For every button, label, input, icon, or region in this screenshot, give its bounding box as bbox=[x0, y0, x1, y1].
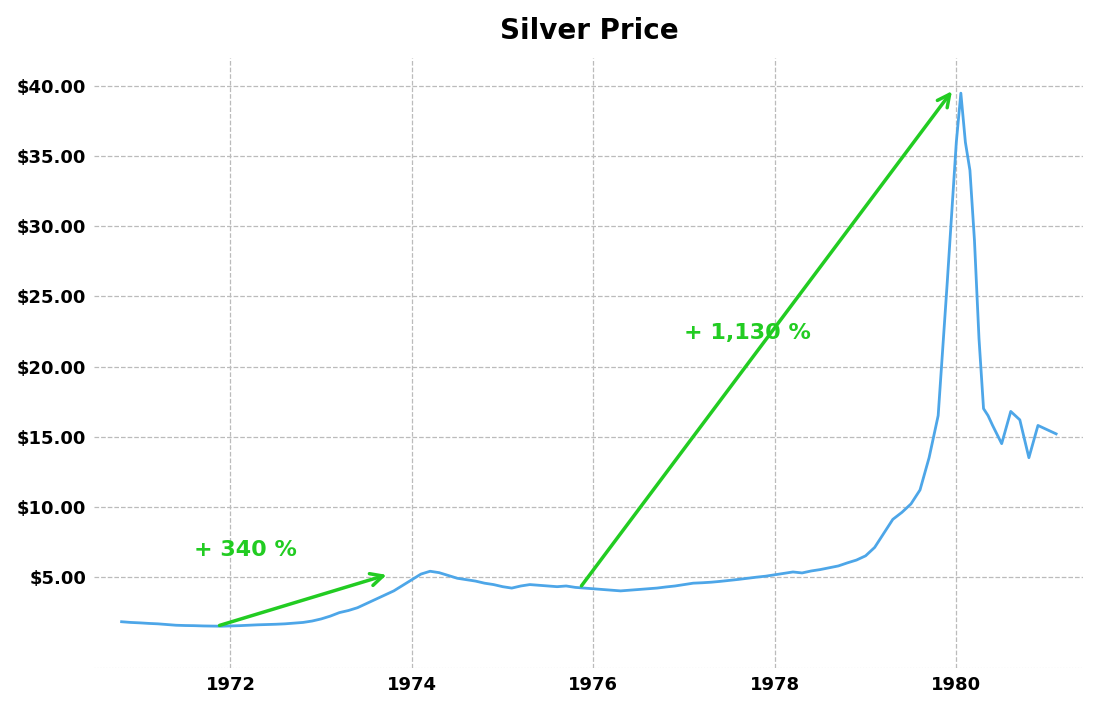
Text: + 1,130 %: + 1,130 % bbox=[684, 323, 811, 343]
Text: + 340 %: + 340 % bbox=[195, 540, 297, 560]
Title: Silver Price: Silver Price bbox=[499, 16, 679, 45]
